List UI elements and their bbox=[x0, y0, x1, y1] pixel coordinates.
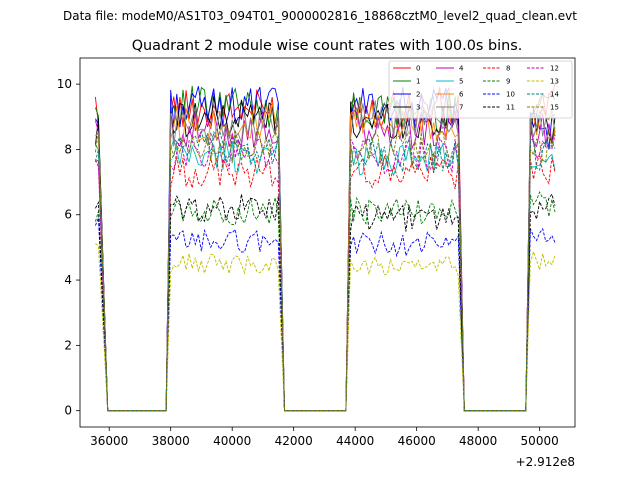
series-line-9 bbox=[94, 191, 556, 412]
series-line-7 bbox=[95, 100, 556, 412]
series-layer bbox=[94, 83, 556, 412]
plot-area bbox=[79, 57, 576, 428]
legend-label-0: 0 bbox=[416, 65, 420, 73]
series-line-6 bbox=[95, 100, 556, 412]
series-line-3 bbox=[94, 96, 556, 412]
series-line-4 bbox=[94, 109, 556, 412]
x-offset-label: +2.912e8 bbox=[516, 455, 575, 469]
legend-frame bbox=[388, 60, 573, 119]
x-tick-label: 36000 bbox=[90, 434, 128, 448]
x-tick-label: 40000 bbox=[213, 434, 251, 448]
legend-label-11: 11 bbox=[506, 104, 515, 112]
series-line-11 bbox=[95, 193, 556, 412]
legend-label-15: 15 bbox=[550, 104, 559, 112]
series-line-8 bbox=[95, 153, 556, 412]
series-line-5 bbox=[94, 137, 556, 412]
legend-label-14: 14 bbox=[550, 91, 559, 99]
x-tick-label: 48000 bbox=[459, 434, 497, 448]
x-axis: 36000 38000 40000 42000 44000 46000 48000 50000 bbox=[90, 427, 559, 448]
series-line-14 bbox=[94, 130, 556, 412]
y-tick-label: 6 bbox=[64, 208, 72, 222]
series-line-1 bbox=[94, 85, 556, 412]
axes-frame bbox=[79, 57, 576, 428]
legend-label-5: 5 bbox=[459, 78, 463, 86]
legend-label-3: 3 bbox=[416, 104, 420, 112]
x-tick-label: 38000 bbox=[152, 434, 190, 448]
y-tick-label: 2 bbox=[64, 338, 72, 352]
legend-label-9: 9 bbox=[506, 78, 510, 86]
y-tick-label: 8 bbox=[64, 142, 72, 156]
series-line-13 bbox=[95, 243, 556, 412]
x-tick-label: 42000 bbox=[275, 434, 313, 448]
series-line-10 bbox=[94, 217, 556, 412]
legend-label-8: 8 bbox=[506, 65, 510, 73]
legend-label-13: 13 bbox=[550, 78, 559, 86]
series-line-2 bbox=[95, 86, 556, 412]
chart-suptitle: Data file: modeM0/AS1T03_094T01_90000028… bbox=[63, 9, 577, 23]
legend-label-2: 2 bbox=[416, 91, 420, 99]
x-tick-label: 44000 bbox=[336, 434, 374, 448]
legend-label-10: 10 bbox=[506, 91, 515, 99]
legend-label-12: 12 bbox=[550, 65, 559, 73]
x-tick-label: 50000 bbox=[521, 434, 559, 448]
legend-label-4: 4 bbox=[459, 65, 464, 73]
chart-title: Quadrant 2 module wise count rates with … bbox=[132, 38, 523, 54]
y-axis: 0 2 4 6 8 10 bbox=[57, 77, 80, 418]
legend-label-6: 6 bbox=[459, 91, 464, 99]
legend-label-1: 1 bbox=[416, 78, 420, 86]
series-line-12 bbox=[94, 134, 556, 412]
series-line-15 bbox=[94, 126, 556, 412]
legend-label-7: 7 bbox=[459, 104, 463, 112]
y-tick-label: 4 bbox=[64, 273, 72, 287]
y-tick-label: 0 bbox=[64, 404, 72, 418]
x-tick-label: 46000 bbox=[398, 434, 436, 448]
series-line-0 bbox=[94, 83, 556, 412]
y-tick-label: 10 bbox=[57, 77, 72, 91]
